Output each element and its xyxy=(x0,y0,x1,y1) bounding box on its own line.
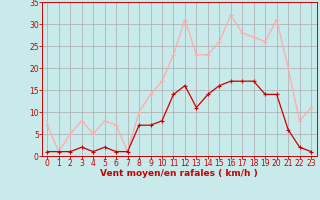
X-axis label: Vent moyen/en rafales ( km/h ): Vent moyen/en rafales ( km/h ) xyxy=(100,169,258,178)
